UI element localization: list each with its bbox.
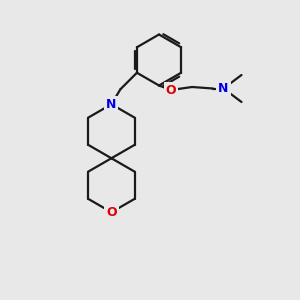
Text: O: O xyxy=(106,206,117,219)
Text: N: N xyxy=(106,98,117,111)
Text: N: N xyxy=(106,98,117,111)
Text: O: O xyxy=(166,83,176,97)
Text: N: N xyxy=(218,82,229,95)
Text: N: N xyxy=(218,82,229,95)
Text: O: O xyxy=(166,83,176,97)
